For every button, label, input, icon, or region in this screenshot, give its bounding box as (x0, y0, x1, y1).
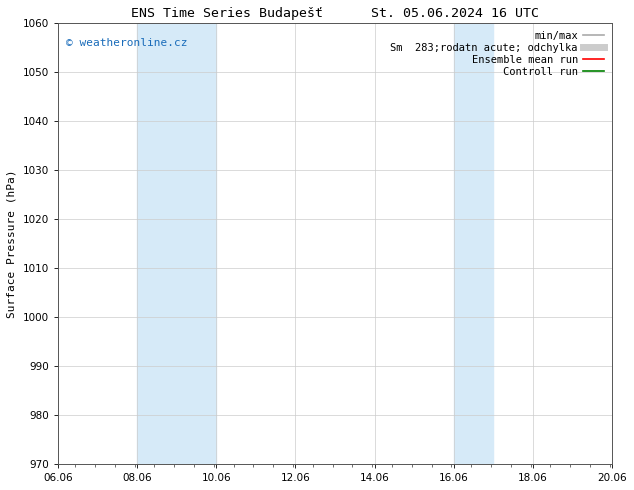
Y-axis label: Surface Pressure (hPa): Surface Pressure (hPa) (7, 169, 17, 318)
Title: ENS Time Series Budapešť      St. 05.06.2024 16 UTC: ENS Time Series Budapešť St. 05.06.2024 … (131, 7, 539, 20)
Text: © weatheronline.cz: © weatheronline.cz (66, 38, 188, 48)
Legend: min/max, Sm  283;rodatn acute; odchylka, Ensemble mean run, Controll run: min/max, Sm 283;rodatn acute; odchylka, … (387, 28, 607, 80)
Bar (454, 23, 493, 464)
Bar (137, 23, 216, 464)
